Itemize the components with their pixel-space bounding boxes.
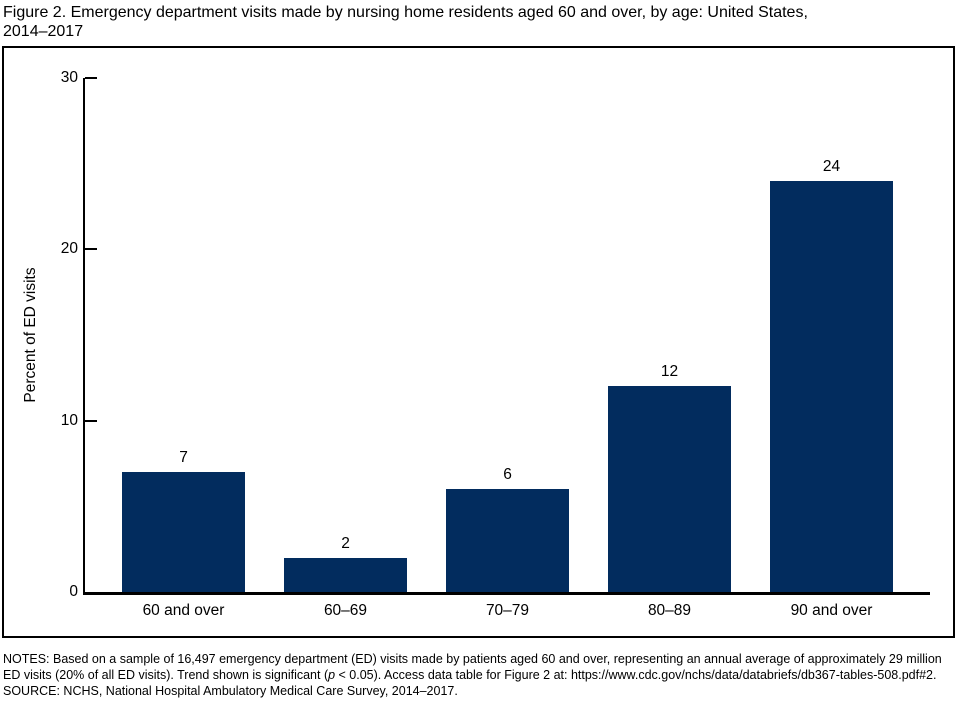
bar-value-label: 6 — [503, 466, 512, 484]
bar — [122, 472, 245, 592]
x-axis-category-label: 70–79 — [485, 602, 530, 619]
x-axis-category-label: 80–89 — [647, 602, 692, 619]
source-text: SOURCE: NCHS, National Hospital Ambulato… — [3, 684, 458, 699]
bar-group: 12 80–89 — [608, 78, 731, 619]
y-axis-tick — [85, 77, 97, 79]
chart-frame: Percent of ED visits 0 10 20 30 7 60 and ove… — [2, 46, 955, 638]
y-axis-tick-label: 30 — [60, 69, 78, 86]
y-axis-tick-label: 10 — [60, 411, 78, 429]
bar-group: 6 70–79 — [446, 78, 569, 619]
y-axis-tick — [85, 248, 97, 251]
bar — [770, 180, 893, 592]
bar-group: 24 90 and over — [770, 78, 893, 619]
figure-title-line-2: 2014–2017 — [3, 23, 84, 40]
bars-container: 7 60 and over 2 60–69 6 70–79 12 80–89 24 90 and … — [122, 78, 893, 619]
notes-italic-p: p — [328, 668, 336, 683]
notes-text: NOTES: Based on a sample of 16,497 emerg… — [3, 651, 953, 683]
y-axis-tick — [85, 419, 97, 422]
x-axis-category-label: 60–69 — [323, 602, 368, 619]
x-axis-category-label: 90 and over — [790, 602, 873, 619]
y-axis-tick-label: 0 — [69, 583, 78, 600]
figure-title: Figure 2. Emergency department visits ma… — [3, 3, 947, 41]
y-tick-labels: 0 10 20 30 — [4, 69, 78, 600]
bar-group: 7 60 and over — [122, 78, 245, 619]
bar-value-label: 24 — [822, 157, 841, 175]
x-axis-category-label: 60 and over — [142, 602, 225, 619]
bar-value-label: 2 — [341, 534, 350, 552]
figure-title-line-1: Figure 2. Emergency department visits ma… — [3, 4, 808, 21]
bar-value-label: 7 — [179, 449, 188, 467]
notes-text-suffix: < 0.05). Access data table for Figure 2 … — [335, 668, 937, 683]
notes-text-prefix: NOTES: Based on a sample of 16,497 emerg… — [3, 652, 942, 683]
y-axis-tick-label: 20 — [60, 240, 78, 258]
footnotes: NOTES: Based on a sample of 16,497 emerg… — [3, 651, 953, 700]
bar-group: 2 60–69 — [284, 78, 407, 619]
bar — [446, 489, 569, 592]
bar — [608, 386, 731, 592]
bar — [284, 557, 407, 592]
plot-area: 7 60 and over 2 60–69 6 70–79 12 80–89 24 90 and … — [83, 77, 930, 619]
y-axis-ticks — [85, 77, 97, 592]
bar-value-label: 12 — [660, 363, 679, 381]
